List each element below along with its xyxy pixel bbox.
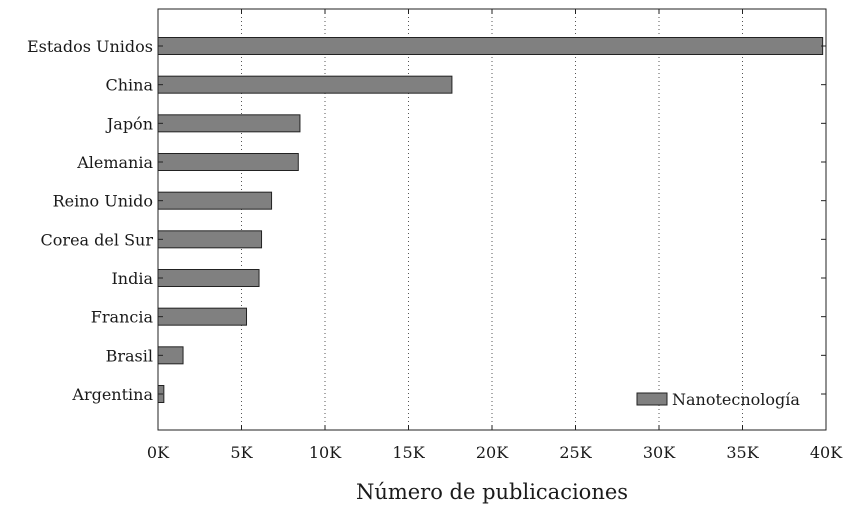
category-label: India — [111, 269, 153, 288]
bar — [157, 230, 263, 249]
category-label: Reino Unido — [53, 192, 153, 211]
x-tick-label: 30K — [643, 443, 676, 462]
category-label: Estados Unidos — [27, 37, 153, 56]
category-label: Corea del Sur — [41, 230, 154, 249]
legend-label: Nanotecnología — [672, 390, 800, 409]
category-label: Francia — [91, 308, 154, 327]
plot-frame — [157, 8, 827, 431]
x-tick-label: 10K — [309, 443, 342, 462]
category-labels: Estados Unidos China Japón Alemania Reino Un… — [27, 37, 153, 404]
category-label: China — [105, 76, 153, 95]
x-tick-label: 35K — [726, 443, 759, 462]
bar — [157, 269, 260, 287]
x-tick-label: 25K — [559, 443, 592, 462]
legend: Nanotecnología — [636, 390, 800, 409]
legend-swatch — [636, 392, 668, 406]
bar — [157, 75, 453, 94]
category-label: Argentina — [71, 385, 153, 404]
bar — [157, 37, 824, 55]
x-axis-title: Número de publicaciones — [356, 480, 628, 504]
bars — [157, 37, 824, 403]
bar — [157, 307, 248, 326]
x-tick-labels: 0K 5K 10K 15K 20K 25K 30K 35K 40K — [147, 443, 843, 462]
x-tick-label: 15K — [392, 443, 425, 462]
x-tick-label: 40K — [810, 443, 843, 462]
grid-lines — [241, 9, 743, 430]
x-tick-label: 5K — [230, 443, 253, 462]
category-label: Japón — [105, 114, 153, 133]
category-label: Alemania — [76, 153, 153, 172]
category-label: Brasil — [106, 346, 153, 365]
x-tick-label: 20K — [476, 443, 509, 462]
bar — [157, 191, 273, 210]
axis-ticks — [157, 9, 827, 430]
x-tick-label: 0K — [147, 443, 170, 462]
bar — [157, 153, 299, 171]
bar — [157, 114, 301, 133]
